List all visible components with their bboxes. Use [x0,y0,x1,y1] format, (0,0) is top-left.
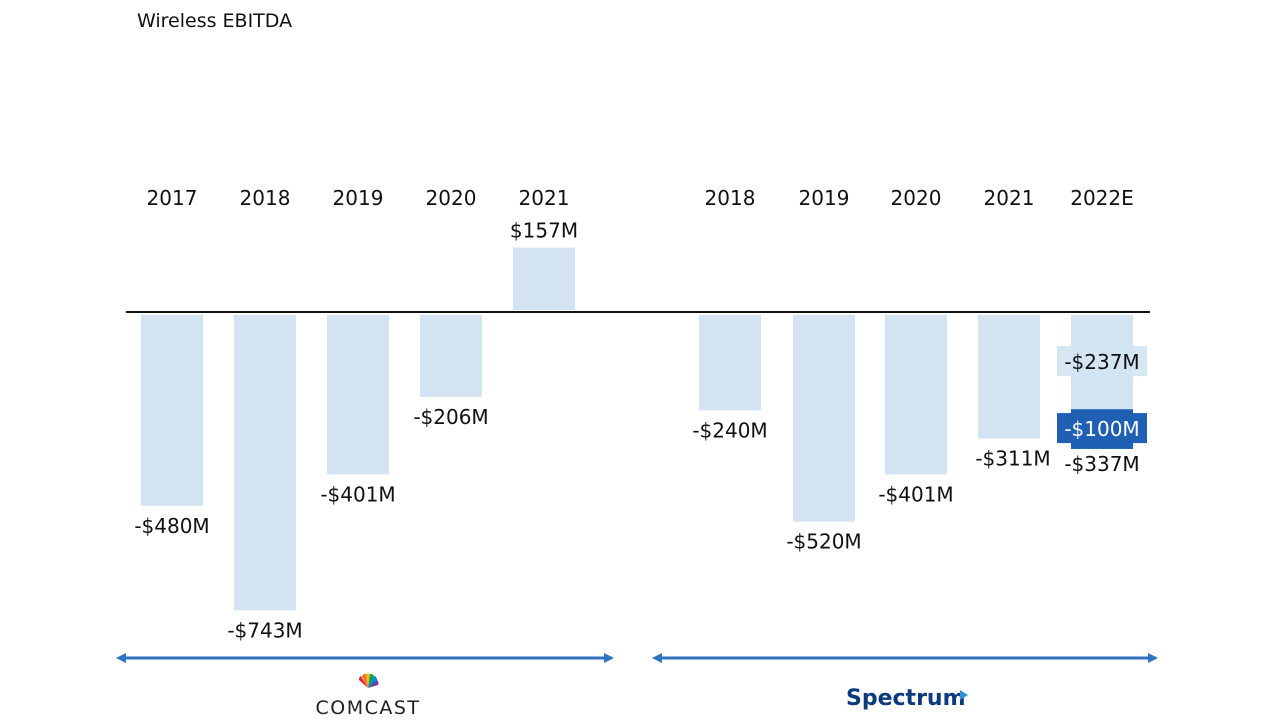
comcast-year-label-2018: 2018 [240,186,291,210]
spectrum-year-label-2021: 2021 [984,186,1035,210]
spectrum-bar-2018 [699,315,761,411]
spectrum-wordmark: Spectrum [846,686,966,711]
spectrum-segment-label-2022E-2: -$100M [1064,417,1139,441]
comcast-value-label-2021: $157M [510,219,578,243]
comcast-bar-2021 [513,247,575,310]
spectrum-value-label-2022E: -$337M [1064,452,1139,476]
spectrum-year-label-2022E: 2022E [1070,186,1134,210]
spectrum-year-label-2019: 2019 [799,186,850,210]
comcast-year-label-2020: 2020 [426,186,477,210]
comcast-bar-2018 [234,315,296,611]
spectrum-year-label-2018: 2018 [705,186,756,210]
comcast-wordmark: COMCAST [315,697,420,719]
peacock-icon [358,673,379,688]
spectrum-value-label-2021: -$311M [975,447,1050,471]
comcast-year-label-2019: 2019 [333,186,384,210]
comcast-bar-2019 [327,315,389,475]
spectrum-value-label-2020: -$401M [878,482,953,506]
spectrum-logo: Spectrum [846,686,968,711]
spectrum-bar-2020 [885,315,947,475]
comcast-bar-2017 [141,315,203,506]
comcast-logo: COMCAST [315,673,420,719]
comcast-year-label-2021: 2021 [519,186,570,210]
spectrum-segment-label-2022E-1: -$237M [1064,350,1139,374]
comcast-value-label-2018: -$743M [227,618,302,642]
spectrum-bar-2019 [793,315,855,522]
spectrum-bar-2021 [978,315,1040,439]
spectrum-highlight-label-bg-2022E [1057,413,1147,444]
spectrum-value-label-2019: -$520M [786,530,861,554]
spectrum-year-label-2020: 2020 [891,186,942,210]
comcast-year-label-2017: 2017 [147,186,198,210]
spectrum-value-label-2018: -$240M [692,418,767,442]
slide-title: Wireless EBITDA [137,10,293,32]
spectrum-arrow-icon [960,690,968,700]
spectrum-segment-label-bg-2022E [1057,346,1147,377]
comcast-value-label-2017: -$480M [134,514,209,538]
comcast-bar-2020 [420,315,482,397]
comcast-value-label-2019: -$401M [320,482,395,506]
comcast-value-label-2020: -$206M [413,405,488,429]
